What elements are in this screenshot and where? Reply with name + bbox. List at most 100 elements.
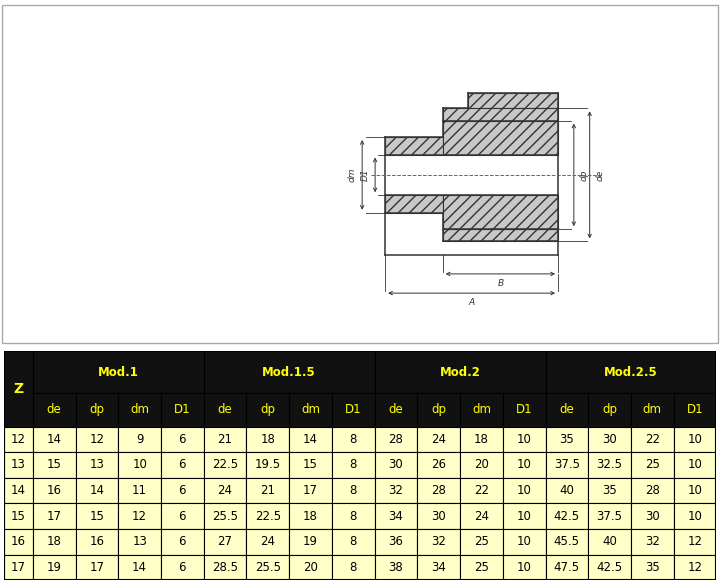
Text: 32: 32 bbox=[645, 535, 660, 548]
Bar bbox=[204, 394, 246, 427]
Text: 6: 6 bbox=[179, 561, 186, 574]
Text: 30: 30 bbox=[645, 510, 660, 522]
Text: dp: dp bbox=[261, 403, 275, 416]
Text: 10: 10 bbox=[517, 458, 531, 472]
Text: 28: 28 bbox=[431, 484, 446, 497]
Text: 35: 35 bbox=[602, 484, 617, 497]
Bar bbox=[204, 554, 246, 580]
Bar bbox=[631, 452, 674, 477]
Text: 37.5: 37.5 bbox=[554, 458, 580, 472]
Bar bbox=[588, 529, 631, 554]
Text: 14: 14 bbox=[89, 484, 104, 497]
Text: de: de bbox=[47, 403, 62, 416]
Bar bbox=[332, 503, 374, 529]
Bar bbox=[374, 351, 546, 394]
Text: 13: 13 bbox=[132, 535, 147, 548]
Text: 37.5: 37.5 bbox=[597, 510, 623, 522]
Bar bbox=[118, 452, 161, 477]
Bar bbox=[246, 427, 289, 452]
Text: 19: 19 bbox=[303, 535, 318, 548]
Text: A: A bbox=[469, 298, 474, 307]
Text: 34: 34 bbox=[389, 510, 403, 522]
Text: dm: dm bbox=[130, 403, 149, 416]
Bar bbox=[76, 452, 118, 477]
Text: 14: 14 bbox=[132, 561, 147, 574]
Bar bbox=[674, 477, 716, 503]
Bar bbox=[246, 452, 289, 477]
Text: 25.5: 25.5 bbox=[255, 561, 281, 574]
Text: 18: 18 bbox=[303, 510, 318, 522]
Text: 22.5: 22.5 bbox=[255, 510, 281, 522]
Bar bbox=[631, 477, 674, 503]
Text: 16: 16 bbox=[89, 535, 104, 548]
Bar bbox=[161, 477, 204, 503]
Bar bbox=[418, 427, 460, 452]
Bar bbox=[503, 529, 546, 554]
Bar bbox=[546, 452, 588, 477]
Bar bbox=[246, 477, 289, 503]
Text: 36: 36 bbox=[389, 535, 403, 548]
Bar bbox=[332, 529, 374, 554]
Bar bbox=[503, 452, 546, 477]
Bar bbox=[332, 477, 374, 503]
Bar bbox=[118, 477, 161, 503]
Bar bbox=[374, 529, 418, 554]
Bar bbox=[631, 427, 674, 452]
Polygon shape bbox=[443, 229, 558, 241]
Bar bbox=[418, 529, 460, 554]
Text: D1: D1 bbox=[174, 403, 191, 416]
Bar bbox=[33, 503, 76, 529]
Text: dp: dp bbox=[431, 403, 446, 416]
Text: 22: 22 bbox=[474, 484, 489, 497]
Text: 17: 17 bbox=[11, 561, 26, 574]
Bar bbox=[503, 503, 546, 529]
Text: 35: 35 bbox=[559, 433, 575, 446]
Bar bbox=[503, 477, 546, 503]
Text: dp: dp bbox=[89, 403, 104, 416]
Text: 34: 34 bbox=[431, 561, 446, 574]
Text: 8: 8 bbox=[350, 510, 357, 522]
Text: 27: 27 bbox=[217, 535, 233, 548]
Bar bbox=[374, 477, 418, 503]
Text: Mod.2.5: Mod.2.5 bbox=[604, 366, 658, 379]
Bar bbox=[460, 503, 503, 529]
Text: 13: 13 bbox=[11, 458, 26, 472]
Text: 10: 10 bbox=[517, 535, 531, 548]
Bar bbox=[161, 503, 204, 529]
Text: 28.5: 28.5 bbox=[212, 561, 238, 574]
Text: D1: D1 bbox=[345, 403, 361, 416]
Bar bbox=[374, 394, 418, 427]
Bar bbox=[588, 554, 631, 580]
Bar bbox=[33, 452, 76, 477]
Bar bbox=[246, 529, 289, 554]
Text: 17: 17 bbox=[89, 561, 104, 574]
Bar bbox=[460, 529, 503, 554]
Text: 25.5: 25.5 bbox=[212, 510, 238, 522]
Bar bbox=[33, 554, 76, 580]
Polygon shape bbox=[443, 195, 558, 229]
Bar bbox=[631, 394, 674, 427]
Bar bbox=[332, 554, 374, 580]
Bar bbox=[289, 477, 332, 503]
Bar bbox=[588, 427, 631, 452]
Text: 16: 16 bbox=[47, 484, 62, 497]
Bar bbox=[4, 427, 33, 452]
Polygon shape bbox=[385, 195, 443, 213]
Text: 6: 6 bbox=[179, 535, 186, 548]
Bar bbox=[374, 554, 418, 580]
Bar bbox=[332, 394, 374, 427]
Bar bbox=[503, 394, 546, 427]
Text: 22.5: 22.5 bbox=[212, 458, 238, 472]
Text: 11: 11 bbox=[132, 484, 147, 497]
Text: 20: 20 bbox=[303, 561, 318, 574]
Bar bbox=[76, 529, 118, 554]
Text: B: B bbox=[498, 279, 503, 288]
Text: 24: 24 bbox=[261, 535, 275, 548]
Bar bbox=[674, 427, 716, 452]
Bar bbox=[674, 394, 716, 427]
Text: 32: 32 bbox=[431, 535, 446, 548]
Bar bbox=[332, 427, 374, 452]
Text: 42.5: 42.5 bbox=[597, 561, 623, 574]
Text: 35: 35 bbox=[645, 561, 660, 574]
Bar bbox=[4, 529, 33, 554]
